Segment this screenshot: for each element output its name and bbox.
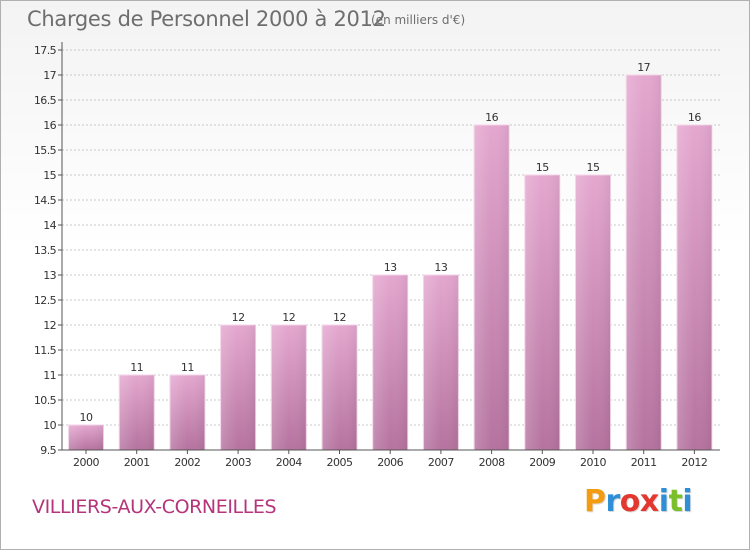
x-tick-label: 2010 (580, 456, 606, 469)
x-tick-label: 2004 (276, 456, 302, 469)
bar-shine-2004 (271, 325, 307, 450)
logo-letter: t (668, 484, 683, 519)
bar-shine-2009 (524, 175, 560, 450)
logo-letter: i (658, 484, 669, 519)
x-tick-label: 2006 (377, 456, 403, 469)
y-tick-label: 12 (43, 319, 56, 332)
bar-shine-2003 (220, 325, 256, 450)
bar-shine-2005 (322, 325, 357, 450)
chart-title: Charges de Personnel 2000 à 2012 (27, 7, 386, 31)
x-tick-label: 2000 (73, 456, 99, 469)
bar-value-label: 16 (485, 111, 498, 124)
y-tick-label: 10.5 (34, 394, 57, 407)
logo-letter: r (605, 484, 621, 519)
y-tick-label: 15 (43, 169, 56, 182)
bar-value-label: 11 (130, 361, 143, 374)
y-tick-label: 13 (43, 269, 56, 282)
logo-letter: x (639, 484, 659, 519)
bar-value-label: 15 (587, 161, 600, 174)
logo-letter: o (619, 484, 641, 519)
y-tick-label: 14 (43, 219, 56, 232)
commune-name: VILLIERS-AUX-CORNEILLES (32, 496, 277, 518)
y-tick-label: 10 (43, 419, 56, 432)
x-tick-label: 2012 (681, 456, 707, 469)
logo-letter: i (682, 484, 693, 519)
y-tick-label: 12.5 (34, 294, 57, 307)
bar-shine-2007 (423, 275, 459, 450)
y-tick-label: 16 (43, 119, 56, 132)
bar-shine-2008 (474, 125, 510, 450)
x-tick-label: 2009 (529, 456, 555, 469)
y-tick-label: 14.5 (34, 194, 57, 207)
bar-value-label: 17 (637, 61, 650, 74)
y-tick-label: 17.5 (34, 44, 57, 57)
bar-value-label: 11 (181, 361, 194, 374)
bar-value-label: 12 (232, 311, 245, 324)
bar-shine-2000 (68, 425, 104, 450)
y-tick-label: 11.5 (34, 344, 57, 357)
x-tick-label: 2005 (327, 456, 353, 469)
bar-shine-2011 (626, 75, 662, 450)
y-tick-label: 15.5 (34, 144, 57, 157)
y-tick-label: 11 (43, 369, 56, 382)
x-tick-label: 2003 (225, 456, 251, 469)
logo-letter: P (584, 484, 606, 519)
bar-value-label: 15 (536, 161, 549, 174)
x-tick-label: 2007 (428, 456, 454, 469)
bar-value-label: 12 (333, 311, 346, 324)
x-tick-label: 2002 (174, 456, 200, 469)
proxiti-logo: Proxiti (584, 484, 693, 519)
bar-shine-2010 (575, 175, 611, 450)
bar-value-label: 13 (434, 261, 447, 274)
bar-shine-2001 (119, 375, 155, 450)
y-tick-label: 9.5 (40, 444, 56, 457)
bar-value-label: 10 (80, 411, 93, 424)
y-tick-label: 13.5 (34, 244, 57, 257)
bar-shine-2006 (372, 275, 408, 450)
bar-shine-2012 (676, 125, 712, 450)
bar-shine-2002 (169, 375, 205, 450)
x-tick-label: 2011 (631, 456, 657, 469)
bar-value-label: 16 (688, 111, 701, 124)
bar-value-label: 12 (282, 311, 295, 324)
y-tick-label: 16.5 (34, 94, 57, 107)
y-tick-label: 17 (43, 69, 56, 82)
x-tick-label: 2001 (124, 456, 150, 469)
chart-subtitle: (en milliers d'€) (371, 13, 466, 27)
x-tick-label: 2008 (479, 456, 505, 469)
bar-value-label: 13 (384, 261, 397, 274)
